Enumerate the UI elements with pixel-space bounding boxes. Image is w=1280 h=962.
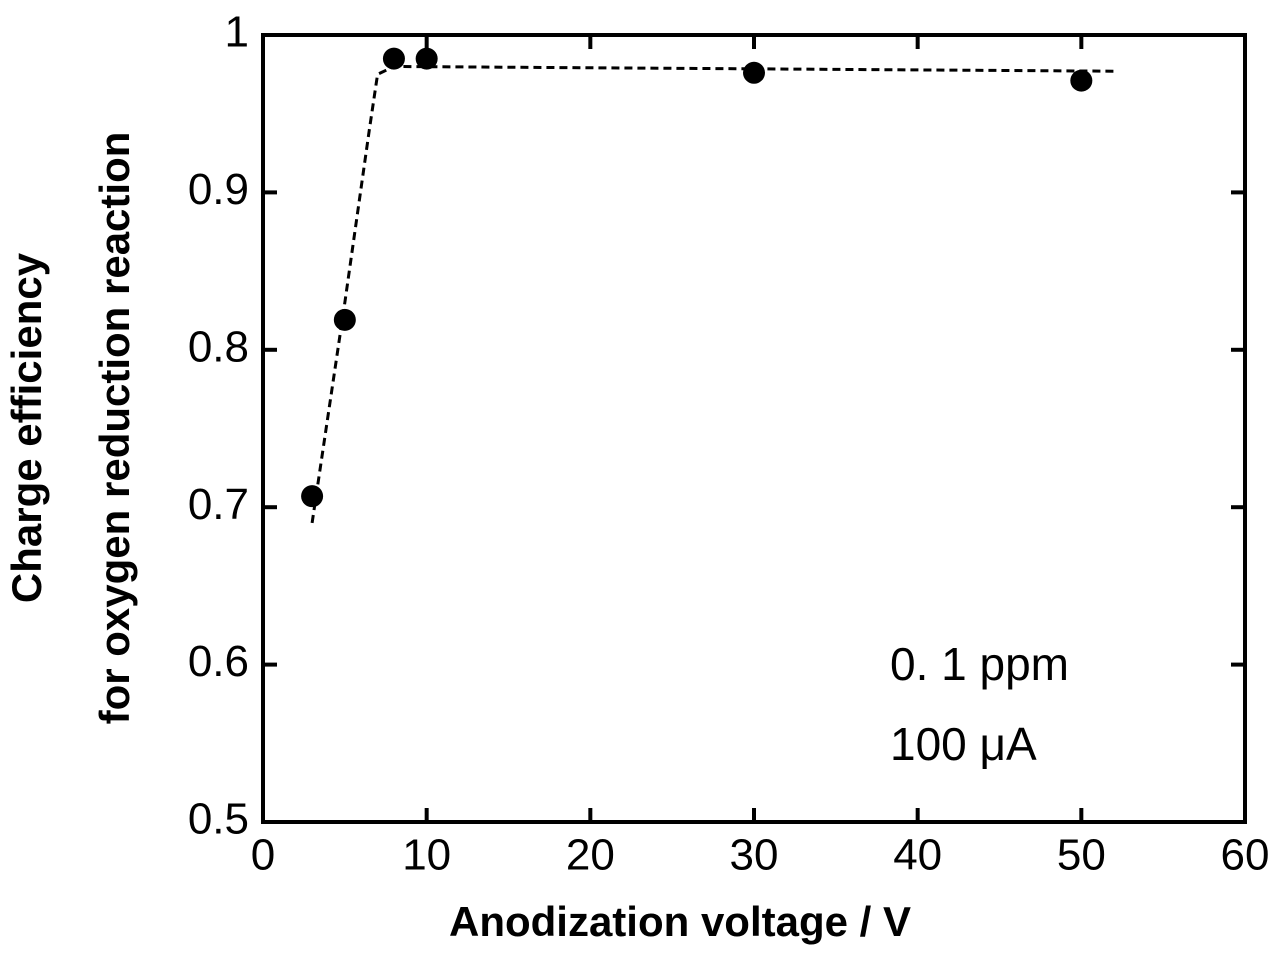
data-point (333, 308, 356, 331)
y-tick-label: 0.8 (188, 322, 249, 371)
y-tick-label: 1 (225, 8, 249, 57)
y-axis-label: Charge efficiency (3, 252, 50, 603)
x-tick-label: 10 (402, 831, 451, 880)
plot-frame (261, 33, 1247, 824)
x-tick-label: 0 (251, 831, 275, 880)
y-tick-label: 0.5 (188, 795, 249, 844)
x-axis-label: Anodization voltage / V (449, 898, 911, 945)
y-tick-label: 0.6 (188, 637, 249, 686)
x-tick-label: 30 (730, 831, 779, 880)
data-point (415, 47, 438, 70)
x-tick-label: 40 (893, 831, 942, 880)
data-point (382, 47, 405, 70)
data-point (1070, 69, 1093, 92)
annotation: 100 μA (890, 718, 1037, 770)
annotation: 0. 1 ppm (890, 638, 1069, 690)
x-tick-label: 60 (1221, 831, 1270, 880)
x-tick-label: 50 (1057, 831, 1106, 880)
data-point (301, 485, 324, 508)
y-tick-label: 0.7 (188, 480, 249, 529)
data-point (743, 61, 765, 84)
x-tick-label: 20 (566, 831, 615, 880)
fit-line (310, 64, 1115, 524)
y-axis-label: for oxygen reduction reaction (91, 132, 138, 725)
y-tick-label: 0.9 (188, 165, 249, 214)
